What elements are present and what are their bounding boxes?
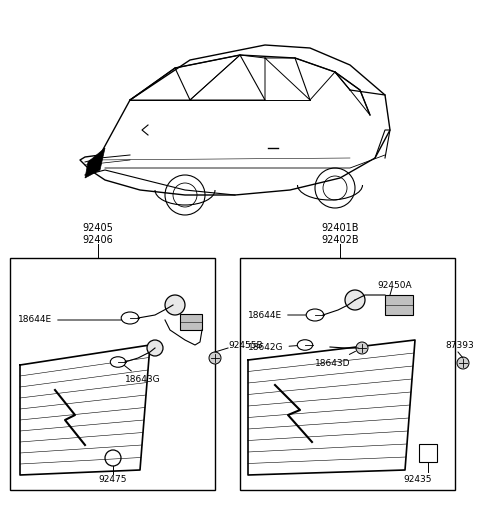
Text: 92450A: 92450A [378,280,412,289]
Text: 92405: 92405 [83,223,113,233]
Polygon shape [85,148,105,178]
Ellipse shape [110,357,126,367]
Text: 87393: 87393 [445,340,474,349]
Ellipse shape [121,312,139,324]
Text: 92401B: 92401B [321,223,359,233]
Circle shape [209,352,221,364]
Circle shape [356,342,368,354]
Text: 18642G: 18642G [248,343,302,352]
Text: 18644E: 18644E [18,316,125,325]
Text: 92402B: 92402B [321,235,359,245]
Text: 92475: 92475 [99,476,127,484]
Circle shape [165,295,185,315]
Bar [385,295,413,315]
Text: 18643G: 18643G [122,364,161,384]
Text: 18644E: 18644E [248,311,310,320]
Ellipse shape [306,309,324,321]
Text: 18643D: 18643D [315,351,356,368]
Bar [419,444,437,462]
Ellipse shape [297,340,312,350]
Circle shape [147,340,163,356]
Text: 92435: 92435 [404,475,432,483]
Text: 92406: 92406 [83,235,113,245]
Circle shape [457,357,469,369]
Bar [240,258,455,490]
Circle shape [345,290,365,310]
Text: 92455B: 92455B [228,340,263,349]
Bar [180,314,202,330]
Bar [10,258,215,490]
